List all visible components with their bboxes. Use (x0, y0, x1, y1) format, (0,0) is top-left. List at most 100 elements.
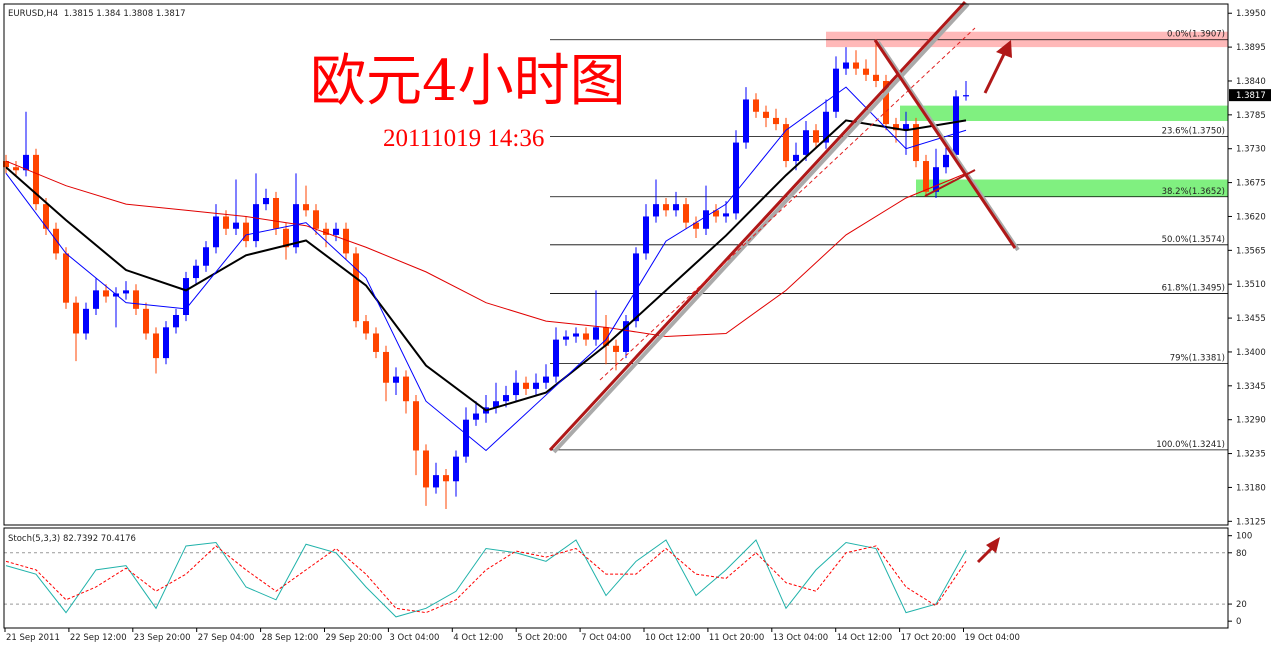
candle-body (683, 204, 689, 223)
candle-body (263, 197, 269, 205)
candle-body (743, 99, 749, 143)
candle-body (213, 216, 219, 248)
candle-body (123, 290, 129, 294)
stoch-line (5, 539, 967, 618)
fib-label: 100.0%(1.3241) (1156, 440, 1225, 450)
x-tick-label: 10 Oct 12:00 (645, 633, 700, 643)
candle-body (333, 228, 339, 235)
candle-body (53, 228, 59, 254)
y-tick-label: 0 (1236, 617, 1241, 627)
candle-body (843, 62, 849, 69)
x-tick-label: 17 Oct 20:00 (901, 633, 956, 643)
candle-body (3, 161, 9, 168)
candle-body (423, 450, 429, 488)
x-tick-label: 3 Oct 04:00 (389, 633, 439, 643)
x-tick-label: 28 Sep 12:00 (262, 633, 319, 643)
y-tick-label: 1.3950 (1236, 9, 1266, 19)
candle-body (513, 382, 519, 396)
last-low: 1.3808 (123, 9, 153, 19)
x-tick-label: 19 Oct 04:00 (965, 633, 1020, 643)
candle-body (623, 321, 629, 352)
annotation-time: 20111019 14:36 (383, 125, 544, 152)
candle-body (863, 68, 869, 75)
candle-body (853, 62, 859, 69)
y-tick-label: 1.3180 (1236, 483, 1266, 493)
fib-label: 61.8%(1.3495) (1162, 283, 1225, 293)
price-tag-label: 1.3817 (1236, 91, 1266, 101)
candle-body (963, 95, 969, 97)
moving-average (5, 160, 967, 338)
y-tick-label: 1.3455 (1236, 314, 1266, 324)
candle-body (143, 308, 149, 334)
candle-body (193, 265, 199, 279)
candle-body (533, 382, 539, 389)
stoch-panel-frame (3, 527, 1229, 629)
arrow-head (996, 40, 1012, 58)
candle-body (833, 68, 839, 112)
moving-average (5, 86, 967, 452)
support-line (924, 169, 976, 197)
y-tick-label: 1.3290 (1236, 416, 1266, 426)
candle-body (413, 401, 419, 451)
y-tick-label: 100 (1236, 532, 1252, 542)
fib-label: 23.6%(1.3750) (1162, 126, 1225, 136)
candle-body (43, 204, 49, 229)
candle-body (723, 213, 729, 217)
candle-body (283, 228, 289, 248)
y-tick-label: 80 (1236, 549, 1247, 559)
candle-body (553, 339, 559, 377)
x-tick-label: 29 Sep 20:00 (326, 633, 383, 643)
candle-body (933, 167, 939, 192)
candle-body (693, 222, 699, 229)
candle-body (293, 204, 299, 248)
candle-body (713, 210, 719, 217)
moving-average (5, 119, 967, 412)
candle-body (253, 204, 259, 242)
candle-body (573, 333, 579, 337)
candle-body (793, 154, 799, 162)
x-tick-label: 14 Oct 12:00 (837, 633, 892, 643)
candle-body (323, 228, 329, 235)
candle-body (893, 124, 899, 131)
candle-body (733, 142, 739, 214)
candle-body (353, 253, 359, 322)
arrow-up (983, 49, 1008, 94)
candle-body (943, 154, 949, 168)
last-high: 1.384 (96, 9, 120, 19)
candle-body (33, 154, 39, 205)
y-tick-label: 1.3345 (1236, 382, 1266, 392)
candle-body (63, 253, 69, 303)
fib-label: 79%(1.3381) (1170, 354, 1225, 364)
candle-body (403, 376, 409, 402)
candle-body (83, 308, 89, 334)
candle-body (103, 290, 109, 297)
x-tick-label: 4 Oct 12:00 (453, 633, 503, 643)
candle-body (523, 382, 529, 389)
y-tick-label: 1.3840 (1236, 77, 1266, 87)
indicator-label: Stoch(5,3,3) 82.7392 70.4176 (8, 534, 136, 544)
candle-body (393, 376, 399, 383)
candle-body (643, 216, 649, 254)
drawings: 欧元4小时图 20111019 14:36 EURUSD,H4 1.3815 1… (8, 0, 1020, 564)
candle-body (233, 222, 239, 229)
candle-body (543, 376, 549, 383)
candle-body (23, 154, 29, 171)
candle-body (633, 253, 639, 322)
candle-body (613, 345, 619, 352)
candle-body (433, 475, 439, 488)
candle-body (153, 333, 159, 359)
price-zone (900, 105, 1228, 122)
y-tick-label: 20 (1236, 600, 1247, 610)
fib-label: 50.0%(1.3574) (1162, 235, 1225, 245)
price-tag (1229, 89, 1271, 102)
candle-body (13, 167, 19, 171)
y-tick-label: 1.3235 (1236, 450, 1266, 460)
candle-body (563, 336, 569, 340)
annotation-title: 欧元4小时图 (310, 49, 626, 114)
candle-body (163, 327, 169, 359)
fib-label: 0.0%(1.3907) (1167, 30, 1225, 40)
candle-body (783, 124, 789, 162)
x-tick-label: 5 Oct 20:00 (517, 633, 567, 643)
stoch-arrow-head (986, 537, 1000, 553)
x-tick-label: 21 Sep 2011 (6, 633, 60, 643)
